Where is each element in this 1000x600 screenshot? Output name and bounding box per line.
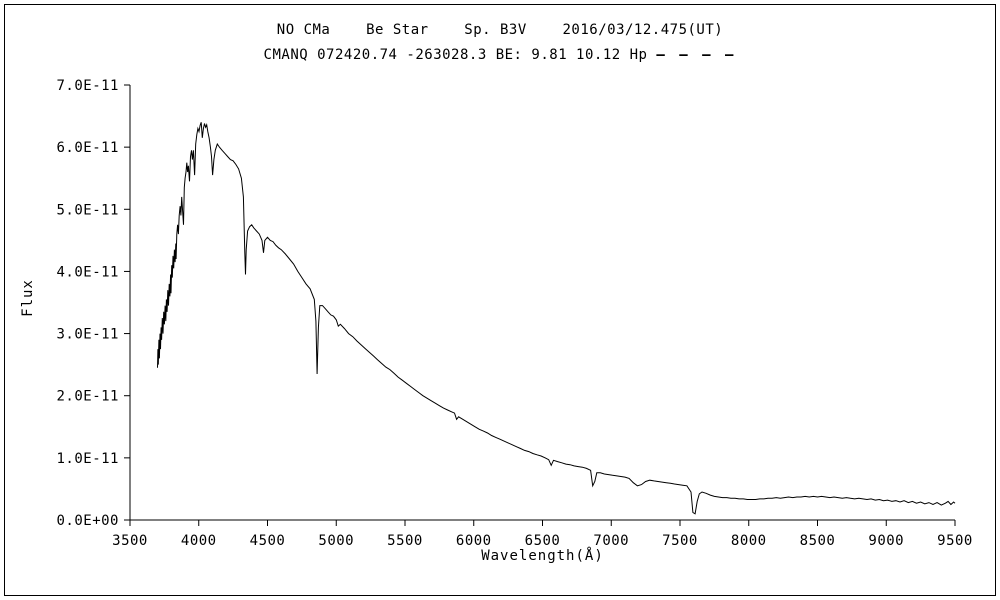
chart-subtitle-text: CMANQ 072420.74 -263028.3 BE: 9.81 10.12… bbox=[263, 47, 657, 63]
x-axis-label: Wavelength(Å) bbox=[481, 548, 604, 564]
y-tick-label: 1.0E-11 bbox=[56, 451, 119, 467]
x-tick-label: 6500 bbox=[525, 533, 561, 549]
y-tick-label: 7.0E-11 bbox=[56, 78, 119, 94]
x-tick-label: 4000 bbox=[181, 533, 217, 549]
y-tick-label: 2.0E-11 bbox=[56, 389, 119, 405]
x-tick-label: 8000 bbox=[731, 533, 767, 549]
x-tick-label: 3500 bbox=[112, 533, 148, 549]
x-tick-label: 5000 bbox=[318, 533, 354, 549]
chart-title-line1: NO CMa Be Star Sp. B3V 2016/03/12.475(UT… bbox=[276, 22, 724, 38]
x-tick-label: 5500 bbox=[387, 533, 423, 549]
x-tick-label: 7500 bbox=[662, 533, 698, 549]
y-tick-label: 3.0E-11 bbox=[56, 327, 119, 343]
y-tick-label: 4.0E-11 bbox=[56, 264, 119, 280]
x-tick-label: 8500 bbox=[800, 533, 836, 549]
chart-title-line2: CMANQ 072420.74 -263028.3 BE: 9.81 10.12… bbox=[0, 47, 1000, 63]
x-tick-label: 4500 bbox=[250, 533, 286, 549]
x-tick-label: 9000 bbox=[868, 533, 904, 549]
y-tick-label: 0.0E+00 bbox=[56, 513, 119, 529]
x-tick-label: 6000 bbox=[456, 533, 492, 549]
y-tick-label: 6.0E-11 bbox=[56, 140, 119, 156]
spectrum-line bbox=[157, 122, 956, 515]
x-tick-label: 9500 bbox=[937, 533, 973, 549]
dashed-line-marker: – – – – bbox=[656, 47, 737, 63]
page-border bbox=[4, 4, 996, 596]
x-tick-label: 7000 bbox=[593, 533, 629, 549]
y-tick-label: 5.0E-11 bbox=[56, 202, 119, 218]
